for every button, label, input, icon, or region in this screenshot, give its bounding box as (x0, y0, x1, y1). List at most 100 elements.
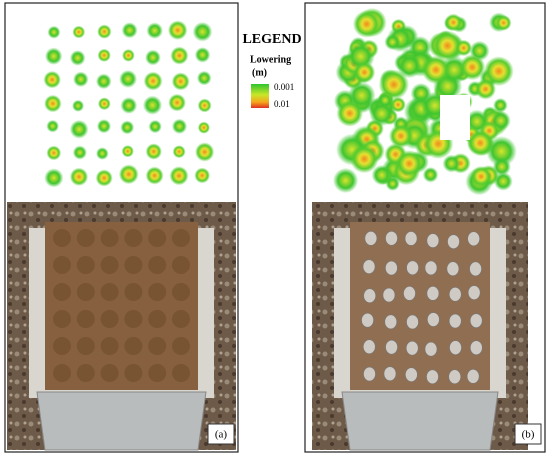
lowering-blob (442, 154, 461, 173)
lowering-blob (395, 150, 423, 178)
stone (385, 339, 398, 355)
legend-label: Lowering (250, 54, 291, 65)
stone (467, 285, 481, 300)
dimple (100, 256, 119, 274)
lowering-blob (459, 54, 486, 81)
dimple (76, 283, 95, 301)
stone (426, 286, 440, 301)
lowering-blob (95, 147, 109, 160)
lowering-blob (475, 78, 496, 100)
lowering-blob (444, 13, 463, 32)
lowering-blob (44, 47, 63, 65)
lowering-blob (192, 21, 213, 42)
lowering-blob (384, 33, 401, 51)
lowering-blob (120, 120, 135, 135)
lowering-blob (172, 145, 186, 159)
lowering-blob (483, 56, 514, 87)
lowering-blob (352, 10, 381, 38)
lowering-blob (119, 69, 138, 88)
dimple (53, 283, 71, 301)
dimple (172, 283, 190, 301)
lowering-blob (120, 97, 138, 114)
stone (448, 313, 462, 329)
lowering-blob (121, 145, 134, 158)
panel-frame (304, 2, 546, 453)
stone (403, 286, 416, 301)
tray-chute (36, 391, 207, 451)
lowering-blob (350, 144, 379, 174)
lowering-blob (467, 129, 494, 157)
lowering-blob (72, 25, 86, 39)
dimple (148, 229, 167, 247)
dimple (148, 337, 167, 355)
stone (404, 231, 418, 246)
dimple (53, 310, 71, 328)
stone (406, 314, 419, 330)
dimple (148, 310, 167, 328)
dimple (124, 283, 143, 301)
stone (385, 230, 398, 246)
stone (469, 261, 482, 277)
dimple (100, 229, 119, 247)
lowering-blob (432, 30, 463, 61)
stone (384, 314, 398, 330)
lowering-blob (336, 99, 364, 127)
dimple (53, 364, 71, 382)
lowering-blob (194, 167, 211, 184)
lowering-blob (145, 143, 162, 160)
lowering-blob (455, 39, 472, 57)
stone (469, 340, 483, 355)
lowering-blob (371, 164, 393, 186)
stone (447, 234, 460, 249)
stone (427, 312, 440, 327)
stone (385, 260, 398, 276)
lowering-blob (97, 97, 111, 111)
lowering-blob (388, 123, 413, 149)
dimple (100, 310, 119, 328)
lowering-blob (46, 119, 60, 133)
dimple (124, 256, 143, 274)
photo-a (7, 202, 236, 451)
stone (446, 261, 460, 277)
lowering-blob (46, 145, 62, 161)
dimple (148, 256, 167, 274)
dimple (124, 364, 143, 382)
lowering-blob (171, 72, 190, 91)
stone (466, 369, 480, 384)
lowering-blob (486, 136, 517, 167)
stone (448, 286, 462, 302)
stone (405, 340, 419, 356)
stone (363, 288, 377, 304)
lowering-blob (495, 14, 512, 31)
photo-b (312, 202, 528, 451)
lowering-blob (171, 118, 188, 134)
legend-tick: 0.001 (274, 82, 294, 92)
lowering-blob (170, 46, 189, 65)
lowering-blob (95, 169, 113, 187)
lowering-blob (397, 53, 422, 79)
dimple (100, 364, 119, 382)
legend-colorbar (251, 84, 269, 108)
panel-frame (4, 2, 239, 453)
lowering-blob (421, 55, 451, 85)
lowering-blob (168, 93, 186, 112)
dimple (76, 229, 95, 247)
label-box (514, 423, 542, 445)
lowering-blob (44, 168, 64, 188)
dimple (76, 256, 95, 274)
lowering-blob (97, 24, 112, 39)
lowering-blob (69, 119, 89, 139)
lowering-blob (69, 167, 89, 186)
tray-chute (341, 391, 499, 451)
lowering-blob (69, 50, 86, 66)
heatmap-a (43, 20, 215, 188)
stone (426, 233, 440, 248)
dimple (148, 364, 167, 382)
lowering-blob (196, 70, 212, 86)
stone (362, 259, 376, 274)
stone (449, 340, 462, 355)
lowering-blob (493, 171, 513, 191)
dimple (172, 337, 190, 355)
lowering-blob (146, 22, 163, 39)
